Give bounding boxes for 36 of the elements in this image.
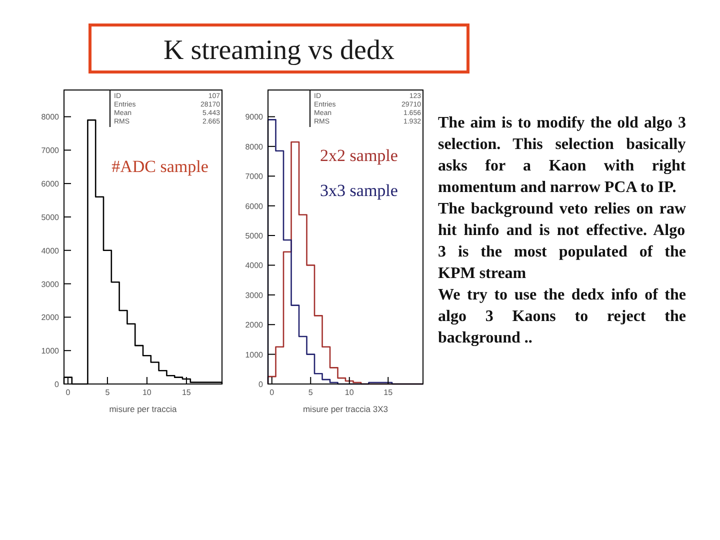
y-tick-label: 2000 [245, 320, 264, 330]
y-tick-label: 8000 [41, 112, 60, 122]
x-tick-label: 15 [182, 388, 192, 397]
y-tick-label: 7000 [245, 172, 264, 182]
y-tick-label: 8000 [245, 142, 264, 152]
y-tick-label: 1000 [245, 350, 264, 360]
y-tick-label: 4000 [245, 261, 264, 270]
text: K streaming vs dedx [164, 35, 394, 66]
x-axis-title: misure per traccia 3X3 [302, 404, 388, 414]
y-tick-label: 9000 [245, 112, 264, 122]
y-tick-label: 4000 [41, 246, 60, 256]
x-axis-title: misure per traccia [109, 404, 178, 414]
x-tick-label: 0 [66, 388, 71, 397]
x-tick-label: 5 [105, 388, 110, 397]
x-tick-label: 10 [344, 388, 354, 397]
text: The aim is to modify the old algo 3 selection. This selection basically asks for a Kaon with right momentum and narrow PCA to IP. [438, 114, 686, 196]
y-tick-label: 7000 [41, 146, 60, 156]
text: 3x3 sample [320, 181, 398, 200]
y-tick-label: 5000 [41, 212, 60, 222]
annotation: #ADC sample [112, 157, 208, 176]
y-tick-label: 0 [54, 380, 60, 389]
text: We try to use the dedx info of the algo 3 Kaons to reject the background .. [438, 286, 686, 346]
x-tick-label: 0 [270, 388, 275, 397]
y-tick-label: 6000 [245, 202, 264, 211]
y-tick-label: 3000 [41, 280, 60, 289]
y-tick-label: 0 [258, 380, 264, 389]
y-tick-label: 3000 [245, 290, 264, 300]
text: The background veto relies on raw hit hinfo and is not effective. Algo 3 is the most populated of the KPM stream [438, 200, 686, 282]
series-label: 2x2 sample [320, 146, 398, 165]
x-tick-label: 15 [384, 388, 394, 397]
x-tick-label: 5 [308, 388, 314, 397]
y-tick-label: 1000 [41, 346, 60, 356]
x-tick-label: 10 [142, 388, 152, 397]
y-tick-label: 6000 [41, 180, 60, 189]
y-tick-label: 5000 [245, 232, 264, 241]
y-tick-label: 2000 [41, 313, 60, 322]
